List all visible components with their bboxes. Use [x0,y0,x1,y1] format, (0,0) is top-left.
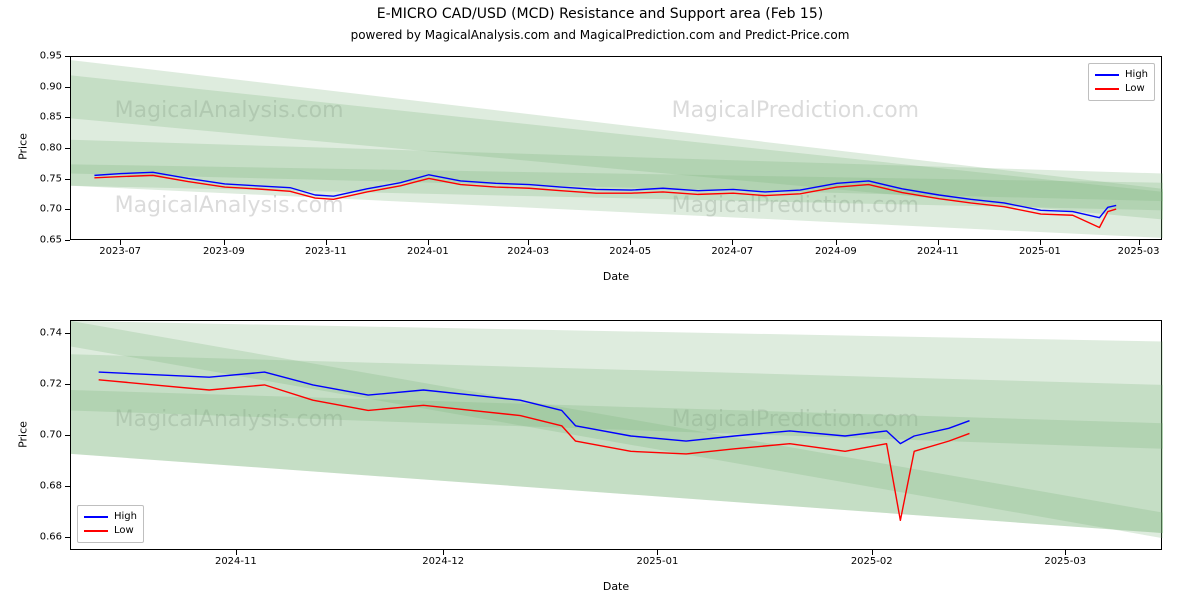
xtick-label: 2024-12 [422,556,464,567]
legend-swatch [1095,88,1119,90]
xtick-mark [1040,240,1041,245]
ytick-label: 0.70 [22,204,62,215]
ytick-mark [65,537,70,538]
ytick-mark [65,179,70,180]
xtick-mark [938,240,939,245]
bottom-chart-panel: MagicalAnalysis.comMagicalPrediction.com… [70,320,1162,550]
ytick-mark [65,87,70,88]
legend: HighLow [1088,63,1155,101]
xtick-label: 2025-01 [637,556,679,567]
legend-swatch [1095,74,1119,76]
ytick-mark [65,117,70,118]
xtick-label: 2024-03 [507,246,549,257]
xtick-mark [1139,240,1140,245]
legend-swatch [84,516,108,518]
legend-label: Low [1125,82,1145,96]
legend-item: High [84,510,137,524]
chart-svg [71,321,1163,551]
ytick-mark [65,209,70,210]
legend: HighLow [77,505,144,543]
ytick-label: 0.80 [22,143,62,154]
xtick-mark [236,550,237,555]
xtick-label: 2024-07 [711,246,753,257]
chart-title: E-MICRO CAD/USD (MCD) Resistance and Sup… [0,6,1200,22]
ytick-mark [65,56,70,57]
ytick-label: 0.90 [22,81,62,92]
ytick-label: 0.95 [22,51,62,62]
xtick-label: 2025-01 [1019,246,1061,257]
ytick-label: 0.68 [22,481,62,492]
xtick-label: 2023-09 [203,246,245,257]
ytick-mark [65,148,70,149]
xtick-label: 2025-03 [1044,556,1086,567]
xtick-mark [836,240,837,245]
xtick-mark [326,240,327,245]
xtick-mark [428,240,429,245]
top-xlabel: Date [70,270,1162,283]
figure: E-MICRO CAD/USD (MCD) Resistance and Sup… [0,0,1200,600]
legend-label: Low [114,524,134,538]
ytick-label: 0.66 [22,532,62,543]
xtick-label: 2024-11 [917,246,959,257]
xtick-label: 2024-01 [407,246,449,257]
xtick-label: 2025-03 [1118,246,1160,257]
ytick-mark [65,486,70,487]
xtick-mark [120,240,121,245]
ytick-mark [65,384,70,385]
ytick-label: 0.65 [22,235,62,246]
xtick-mark [630,240,631,245]
bottom-xlabel: Date [70,580,1162,593]
ytick-mark [65,435,70,436]
legend-item: High [1095,68,1148,82]
xtick-label: 2024-05 [609,246,651,257]
legend-label: High [1125,68,1148,82]
xtick-mark [657,550,658,555]
xtick-label: 2024-11 [215,556,257,567]
ytick-mark [65,333,70,334]
ytick-label: 0.74 [22,327,62,338]
legend-label: High [114,510,137,524]
ytick-label: 0.72 [22,378,62,389]
xtick-label: 2025-02 [851,556,893,567]
xtick-mark [732,240,733,245]
chart-svg [71,57,1163,241]
xtick-mark [224,240,225,245]
xtick-mark [443,550,444,555]
ytick-mark [65,240,70,241]
legend-item: Low [84,524,137,538]
chart-subtitle: powered by MagicalAnalysis.com and Magic… [0,28,1200,42]
xtick-label: 2023-07 [99,246,141,257]
ytick-label: 0.70 [22,430,62,441]
xtick-mark [872,550,873,555]
xtick-mark [1065,550,1066,555]
top-chart-panel: MagicalAnalysis.comMagicalPrediction.com… [70,56,1162,240]
ytick-label: 0.75 [22,173,62,184]
xtick-label: 2023-11 [305,246,347,257]
xtick-mark [528,240,529,245]
legend-item: Low [1095,82,1148,96]
ytick-label: 0.85 [22,112,62,123]
xtick-label: 2024-09 [815,246,857,257]
legend-swatch [84,530,108,532]
